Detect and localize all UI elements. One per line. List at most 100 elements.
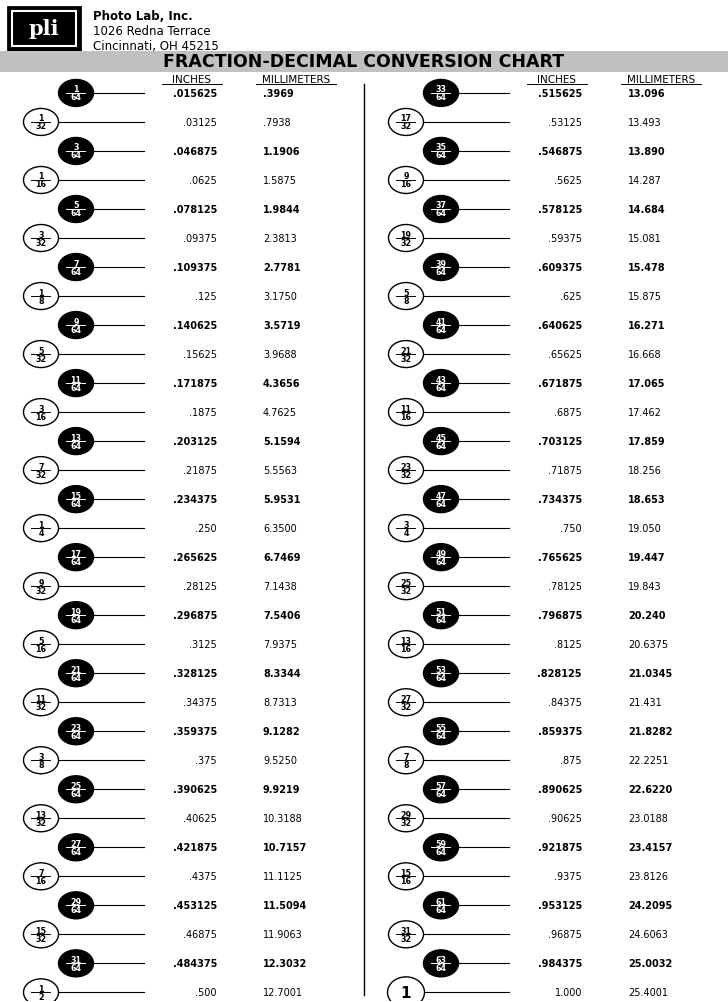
Text: 18.256: 18.256 <box>628 466 662 476</box>
Text: 32: 32 <box>36 586 47 595</box>
Text: .140625: .140625 <box>173 321 217 331</box>
Text: MILLIMETERS: MILLIMETERS <box>627 75 695 85</box>
Text: 29: 29 <box>400 810 411 819</box>
Text: 32: 32 <box>400 586 411 595</box>
Ellipse shape <box>23 863 58 890</box>
Text: 7.9375: 7.9375 <box>263 639 297 649</box>
Text: .859375: .859375 <box>537 726 582 736</box>
Ellipse shape <box>389 342 424 368</box>
Text: 32: 32 <box>36 934 47 943</box>
Ellipse shape <box>23 979 58 1002</box>
Ellipse shape <box>23 689 58 716</box>
Text: 32: 32 <box>400 122 411 131</box>
Text: 11.9063: 11.9063 <box>263 930 303 940</box>
Ellipse shape <box>424 776 459 803</box>
Text: .46875: .46875 <box>183 930 217 940</box>
Text: .671875: .671875 <box>537 379 582 389</box>
Ellipse shape <box>424 80 459 107</box>
Text: 1: 1 <box>400 985 411 1000</box>
Text: 23.4157: 23.4157 <box>628 843 672 853</box>
Text: .640625: .640625 <box>538 321 582 331</box>
Ellipse shape <box>58 196 93 223</box>
Ellipse shape <box>23 109 58 136</box>
Text: 19: 19 <box>71 607 82 616</box>
Text: 32: 32 <box>36 702 47 711</box>
Text: 35: 35 <box>435 143 446 152</box>
Text: 21.431: 21.431 <box>628 697 662 707</box>
Text: FRACTION-DECIMAL CONVERSION CHART: FRACTION-DECIMAL CONVERSION CHART <box>164 53 564 71</box>
Ellipse shape <box>424 313 459 340</box>
Text: 20.6375: 20.6375 <box>628 639 668 649</box>
Text: 64: 64 <box>71 499 82 508</box>
Text: 32: 32 <box>36 354 47 363</box>
Text: 3.9688: 3.9688 <box>263 350 296 360</box>
Text: 7: 7 <box>39 462 44 471</box>
Text: 7: 7 <box>39 868 44 877</box>
Text: 64: 64 <box>435 673 446 682</box>
Ellipse shape <box>58 313 93 340</box>
Ellipse shape <box>424 544 459 571</box>
Text: 33: 33 <box>435 85 446 94</box>
Text: 5: 5 <box>403 289 408 298</box>
Text: 64: 64 <box>435 209 446 218</box>
Text: 8: 8 <box>403 760 409 769</box>
Text: 9: 9 <box>39 578 44 587</box>
Text: 53: 53 <box>435 665 446 674</box>
Text: 3.1750: 3.1750 <box>263 292 297 302</box>
Text: 37: 37 <box>435 201 446 210</box>
Text: 11.1125: 11.1125 <box>263 872 303 882</box>
Text: 16: 16 <box>400 644 411 653</box>
Text: 4: 4 <box>403 528 408 537</box>
Text: 45: 45 <box>435 433 446 442</box>
Text: 25.0032: 25.0032 <box>628 958 672 968</box>
Ellipse shape <box>424 370 459 397</box>
Ellipse shape <box>23 631 58 658</box>
Text: 13: 13 <box>400 636 411 645</box>
Text: 15.478: 15.478 <box>628 263 665 273</box>
Text: .0625: .0625 <box>189 175 217 185</box>
Text: 16: 16 <box>36 180 47 189</box>
Text: .8125: .8125 <box>554 639 582 649</box>
Text: 1026 Redna Terrace: 1026 Redna Terrace <box>93 25 210 38</box>
Text: 2.3813: 2.3813 <box>263 233 297 243</box>
Text: 22.2251: 22.2251 <box>628 756 668 766</box>
Ellipse shape <box>23 457 58 484</box>
Text: 20.240: 20.240 <box>628 610 665 620</box>
Text: 6.3500: 6.3500 <box>263 524 297 534</box>
Ellipse shape <box>389 805 424 832</box>
Ellipse shape <box>424 138 459 165</box>
Text: 25.4001: 25.4001 <box>628 987 668 997</box>
Text: 13.890: 13.890 <box>628 147 665 156</box>
Text: 21: 21 <box>400 347 411 355</box>
Ellipse shape <box>389 631 424 658</box>
Text: 5.1594: 5.1594 <box>263 437 301 447</box>
Text: 9.1282: 9.1282 <box>263 726 301 736</box>
Text: .703125: .703125 <box>538 437 582 447</box>
Ellipse shape <box>389 167 424 194</box>
Text: .250: .250 <box>195 524 217 534</box>
Text: 64: 64 <box>435 326 446 335</box>
Text: 15.875: 15.875 <box>628 292 662 302</box>
Text: .500: .500 <box>196 987 217 997</box>
Text: 64: 64 <box>71 789 82 798</box>
Ellipse shape <box>424 718 459 744</box>
Text: .7938: .7938 <box>263 118 290 128</box>
Text: 32: 32 <box>400 354 411 363</box>
Text: 64: 64 <box>71 615 82 624</box>
Text: 64: 64 <box>71 209 82 218</box>
Text: 32: 32 <box>36 122 47 131</box>
Text: 16: 16 <box>400 876 411 885</box>
Text: 64: 64 <box>435 789 446 798</box>
Text: 31: 31 <box>400 926 411 935</box>
Text: 16: 16 <box>36 644 47 653</box>
Text: 16.668: 16.668 <box>628 350 662 360</box>
Text: 3: 3 <box>403 520 408 529</box>
Text: 16: 16 <box>400 180 411 189</box>
Text: 16.271: 16.271 <box>628 321 665 331</box>
Text: 64: 64 <box>71 557 82 566</box>
Text: INCHES: INCHES <box>537 75 577 85</box>
Text: 47: 47 <box>435 491 446 500</box>
Text: .515625: .515625 <box>538 89 582 99</box>
Ellipse shape <box>389 109 424 136</box>
Text: 10.3188: 10.3188 <box>263 814 303 824</box>
